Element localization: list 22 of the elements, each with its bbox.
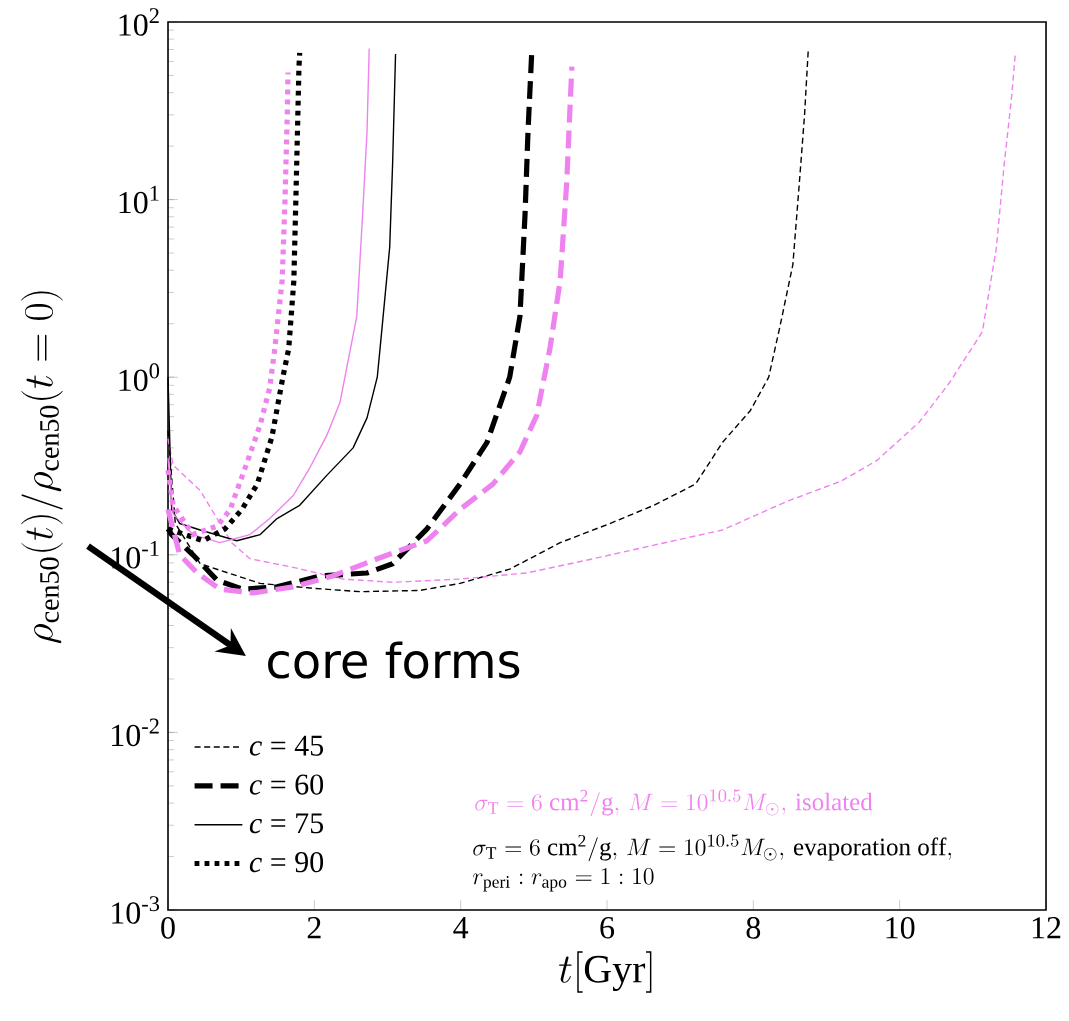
y-tick-label: 10$^{-2}$ (112, 718, 159, 747)
x-axis-title: $t[{\rm Gyr}]$ (559, 951, 652, 993)
y-tick-label: 10$^{-3}$ (112, 896, 160, 924)
legend-label: c = 45 (249, 735, 324, 756)
legend-label: c = 90 (249, 852, 324, 873)
x-tick-label: 10 (886, 917, 915, 939)
x-tick-label: 8 (746, 917, 761, 939)
y-tick-label: 10$^{1}$ (119, 185, 159, 214)
x-tick-label: 12 (1032, 917, 1061, 939)
y-tick-label: 10$^{0}$ (119, 363, 160, 392)
annotation: $\sigma_{\rm T}=6\ {\rm cm^2/g},\,M=10^{10.5}M_{\odot},\,{\rm isolated}$ (475, 789, 873, 817)
annotation: $\sigma_{\rm T}=6\ {\rm cm^2/g},\,M=10^{10.5}M_{\odot},\,{\rm evaporation\ off},$ (473, 834, 952, 862)
annotation: $r_{\rm peri}:r_{\rm apo}=1:10$ (473, 868, 654, 892)
y-axis-title: $\rho_{\rm cen50}(t)/\rho_{\rm cen50}(t=0)$ (21, 291, 63, 644)
x-tick-label: 4 (453, 917, 469, 939)
y-tick-label: 10$^{2}$ (119, 8, 159, 36)
legend-label: c = 60 (249, 774, 324, 795)
x-tick-label: 2 (307, 917, 321, 939)
annotation: core forms (268, 641, 520, 679)
legend-label: c = 75 (249, 813, 324, 834)
x-tick-label: 0 (161, 917, 175, 939)
x-tick-label: 6 (600, 917, 615, 939)
